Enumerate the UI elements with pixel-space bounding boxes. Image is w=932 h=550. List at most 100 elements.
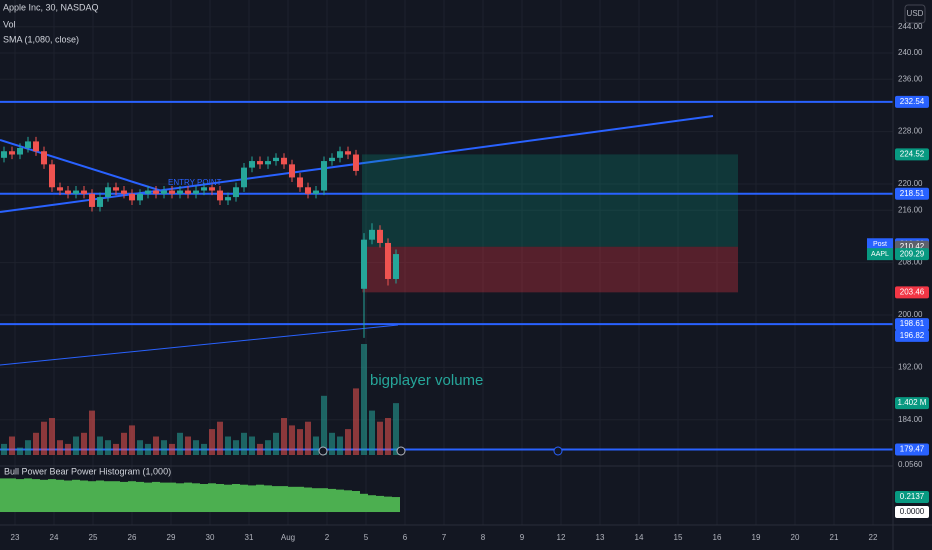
x-tick-label: 29	[167, 533, 176, 542]
volume-bar	[241, 432, 247, 455]
histogram-bar	[296, 486, 304, 513]
x-tick-label: 22	[869, 533, 878, 542]
volume-bar	[257, 443, 263, 455]
histogram-bar	[128, 481, 136, 513]
histogram-bar	[32, 479, 40, 513]
target-zone	[362, 154, 738, 247]
indicator-title: Bull Power Bear Power Histogram (1,000)	[4, 466, 171, 476]
volume-bar	[169, 443, 175, 455]
y-tick-label: 240.00	[898, 48, 923, 57]
y-tick-label: 228.00	[898, 127, 923, 136]
price-tag	[895, 443, 929, 456]
price-tag	[895, 329, 929, 342]
candle-body	[81, 190, 87, 194]
x-tick-label: 14	[635, 533, 644, 542]
price-tag-label: 203.46	[900, 287, 925, 296]
histogram-bar	[168, 482, 176, 513]
candle-body	[241, 167, 247, 188]
volume-bar	[249, 436, 255, 455]
histogram-bar	[112, 481, 120, 513]
legend-sma[interactable]: SMA (1,080, close)	[3, 34, 79, 44]
histogram-bar	[392, 497, 400, 513]
histogram-bar	[24, 478, 32, 513]
volume-bar	[113, 443, 119, 455]
histogram-bar	[368, 495, 376, 513]
x-tick-label: 15	[674, 533, 683, 542]
annotation: ENTRY POINT	[168, 178, 222, 187]
stop-zone	[362, 246, 738, 293]
tag-prefix: AAPL	[871, 251, 889, 258]
volume-bar	[105, 440, 111, 455]
histogram-bar	[16, 479, 24, 513]
volume-bar	[305, 421, 311, 455]
candle-body	[57, 187, 63, 191]
event-icon[interactable]	[318, 446, 328, 456]
event-icon[interactable]	[396, 446, 406, 456]
histogram-bar	[216, 484, 224, 513]
volume-bar	[217, 421, 223, 455]
histogram-bar	[144, 482, 152, 513]
histogram-bar	[0, 478, 8, 513]
legend-vol[interactable]: Vol	[3, 19, 16, 29]
candle-body	[25, 141, 31, 148]
volume-bar	[145, 443, 151, 455]
volume-bar	[17, 447, 23, 455]
candle-body	[49, 164, 55, 188]
histogram-bar	[64, 480, 72, 513]
volume-bar	[377, 421, 383, 455]
volume-bar	[281, 418, 287, 455]
price-tag-label: 1.402 M	[898, 398, 927, 407]
candle-body	[273, 157, 279, 162]
volume-bar	[337, 436, 343, 455]
volume-bar	[65, 443, 71, 455]
volume-bar	[233, 440, 239, 455]
candle-body	[249, 161, 255, 168]
candle-body	[41, 151, 47, 165]
candle-body	[297, 177, 303, 188]
candle-body	[289, 164, 295, 178]
candle-body	[177, 190, 183, 194]
histogram-bar	[88, 481, 96, 513]
histogram-bar	[192, 483, 200, 513]
histogram-bar	[264, 485, 272, 513]
histogram-bar	[272, 486, 280, 513]
candle-body	[393, 254, 399, 279]
candle-body	[153, 190, 159, 194]
candle-body	[329, 157, 335, 162]
candle-body	[121, 190, 127, 194]
price-tag-label: 198.61	[900, 319, 925, 328]
histogram-bar	[320, 488, 328, 513]
symbol-title[interactable]: Apple Inc, 30, NASDAQ	[3, 2, 99, 12]
currency[interactable]: USD	[907, 9, 924, 18]
tag-prefix-bg	[867, 238, 893, 251]
volume-bar	[177, 432, 183, 455]
candle-body	[185, 190, 191, 194]
candle-body	[377, 229, 383, 243]
histogram-bar	[240, 484, 248, 513]
candle-body	[65, 190, 71, 194]
volume-bar	[33, 432, 39, 455]
volume-bar	[1, 443, 7, 455]
price-tag	[895, 397, 929, 410]
histogram-bar	[248, 485, 256, 513]
candle-body	[89, 193, 95, 207]
volume-bar	[121, 432, 127, 455]
candle-body	[129, 193, 135, 201]
histogram-bar	[40, 479, 48, 513]
candle-body	[281, 157, 287, 165]
histogram-bar	[120, 481, 128, 513]
volume-bar	[321, 395, 327, 455]
candle-body	[105, 187, 111, 198]
event-icon[interactable]	[553, 446, 563, 456]
currency-button[interactable]	[904, 4, 926, 24]
y-tick-label: 208.00	[898, 258, 923, 267]
sma-line	[0, 324, 399, 366]
volume-bar	[25, 440, 31, 455]
x-tick-label: 9	[520, 533, 525, 542]
volume-bar	[329, 432, 335, 455]
price-tag-label: 0.2137	[900, 492, 925, 501]
x-tick-label: 12	[557, 533, 566, 542]
volume-bar	[89, 410, 95, 455]
candle-body	[369, 229, 375, 240]
